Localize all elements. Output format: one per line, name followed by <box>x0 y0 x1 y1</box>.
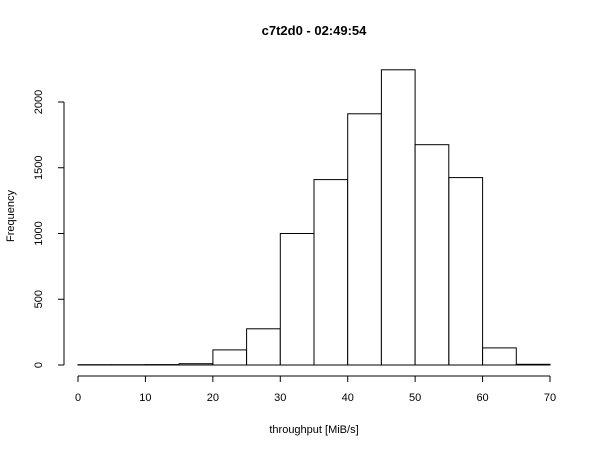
y-tick-label-0: 0 <box>33 362 45 368</box>
histogram-bar-8 <box>347 113 382 366</box>
histogram-bar-7 <box>313 179 349 366</box>
x-tick-label-5: 50 <box>409 392 421 404</box>
y-tick-label-1: 500 <box>33 290 45 308</box>
histogram-bar-5 <box>246 328 281 366</box>
x-tick-label-4: 40 <box>342 392 354 404</box>
histogram-bar-13 <box>515 363 551 366</box>
x-tick-label-3: 30 <box>274 392 286 404</box>
y-axis: 0 500 1000 1500 2000 <box>33 90 65 368</box>
histogram-bar-3 <box>178 363 214 366</box>
bars-group <box>77 69 551 366</box>
histogram-bar-4 <box>212 349 248 366</box>
x-tick-label-6: 60 <box>476 392 488 404</box>
y-tick-label-2: 1000 <box>33 221 45 245</box>
histogram-bar-11 <box>448 177 484 366</box>
x-axis: 0 10 20 30 40 50 60 70 <box>75 375 556 404</box>
histogram-bar-9 <box>380 69 416 366</box>
histogram-bar-6 <box>279 233 315 366</box>
chart-title: c7t2d0 - 02:49:54 <box>262 23 368 38</box>
y-axis-label: Frequency <box>5 190 17 242</box>
x-tick-label-1: 10 <box>139 392 151 404</box>
y-tick-label-4: 2000 <box>33 90 45 114</box>
x-axis-label: throughput [MiB/s] <box>269 424 358 436</box>
histogram-bar-12 <box>482 347 517 366</box>
x-tick-label-2: 20 <box>207 392 219 404</box>
histogram-bar-10 <box>414 144 450 366</box>
y-tick-label-3: 1500 <box>33 156 45 180</box>
x-tick-label-7: 70 <box>544 392 556 404</box>
x-tick-label-0: 0 <box>75 392 81 404</box>
